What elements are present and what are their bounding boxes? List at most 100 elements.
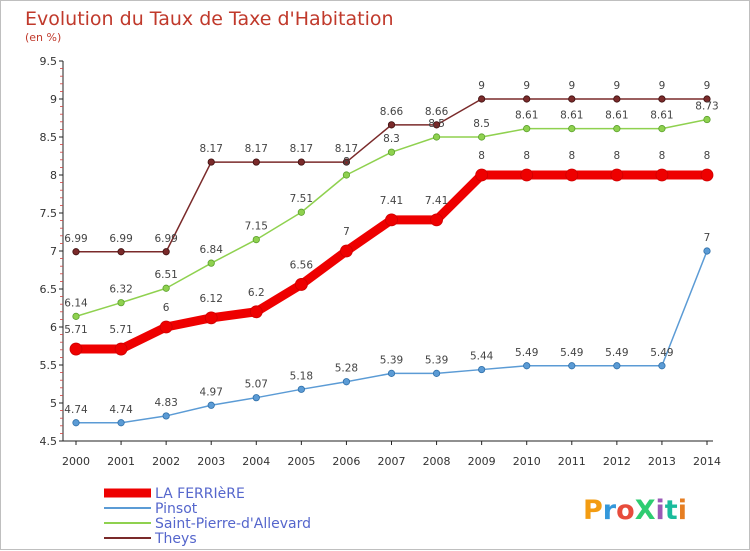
data-point-la-ferri-re (340, 244, 353, 258)
data-label-la-ferri-re: 7 (343, 226, 350, 238)
data-label-theys: 6.99 (109, 233, 132, 245)
logo-letter: i (678, 495, 687, 526)
data-point-theys (478, 95, 486, 103)
data-point-saint-pierre-d-allevard (478, 133, 486, 141)
data-point-la-ferri-re (294, 278, 308, 291)
y-tick-label: 8.5 (40, 131, 58, 144)
data-label-saint-pierre-d-allevard: 6.51 (154, 269, 177, 281)
data-point-pinsot (342, 378, 351, 386)
data-point-theys (523, 95, 531, 103)
data-point-saint-pierre-d-allevard (252, 236, 260, 244)
data-label-pinsot: 5.18 (290, 370, 313, 382)
data-label-theys: 9 (478, 80, 485, 92)
data-label-pinsot: 5.49 (650, 347, 673, 359)
x-tick-label: 2002 (152, 455, 180, 468)
data-point-la-ferri-re (655, 168, 669, 182)
data-label-pinsot: 7 (704, 232, 711, 244)
data-point-saint-pierre-d-allevard (297, 208, 305, 216)
data-label-theys: 6.99 (154, 233, 177, 245)
data-label-theys: 8.17 (200, 143, 223, 155)
data-point-saint-pierre-d-allevard (432, 133, 441, 141)
y-tick-label: 7 (50, 245, 57, 258)
data-point-saint-pierre-d-allevard (162, 284, 170, 292)
data-label-theys: 8.17 (245, 143, 268, 155)
x-tick-label: 2012 (603, 455, 631, 468)
x-tick-label: 2014 (693, 455, 721, 468)
y-tick-label: 7.5 (40, 207, 58, 220)
x-tick-label: 2000 (62, 455, 90, 468)
data-point-la-ferri-re (69, 342, 83, 356)
data-label-theys: 9 (659, 80, 666, 92)
y-tick-label: 5.5 (40, 359, 58, 372)
data-point-pinsot (117, 419, 125, 427)
data-point-pinsot (387, 369, 396, 377)
data-label-saint-pierre-d-allevard: 7.51 (290, 193, 313, 205)
data-point-saint-pierre-d-allevard (72, 312, 80, 320)
data-point-pinsot (162, 412, 170, 420)
legend-label-pinsot: Pinsot (155, 501, 198, 517)
data-label-la-ferri-re: 8 (523, 150, 530, 162)
data-point-la-ferri-re (159, 320, 173, 334)
data-point-pinsot (523, 362, 531, 370)
data-label-pinsot: 5.28 (335, 363, 358, 375)
data-label-saint-pierre-d-allevard: 8 (343, 156, 350, 168)
legend-label-theys: Theys (154, 531, 197, 547)
data-label-la-ferri-re: 6.2 (248, 287, 265, 299)
data-label-la-ferri-re: 6.56 (290, 259, 314, 271)
data-label-saint-pierre-d-allevard: 8.5 (473, 118, 490, 130)
data-point-saint-pierre-d-allevard (523, 125, 531, 133)
data-labels: 6.99 6.99 6.99 8.17 8.17 8.17 8.17 8.66 8.66 9 9 9 9… (64, 80, 718, 416)
x-tick-label: 2004 (242, 455, 270, 468)
data-label-saint-pierre-d-allevard: 6.32 (109, 284, 132, 296)
data-label-saint-pierre-d-allevard: 7.15 (245, 221, 268, 233)
data-label-la-ferri-re: 5.71 (64, 324, 87, 336)
data-point-theys (613, 95, 621, 103)
data-label-theys: 9 (523, 80, 530, 92)
data-point-theys (72, 248, 80, 256)
y-tick-label: 6 (50, 321, 57, 334)
data-point-pinsot (613, 362, 621, 370)
data-label-pinsot: 4.97 (200, 386, 223, 398)
data-point-theys (342, 158, 351, 166)
data-point-pinsot (478, 365, 486, 374)
logo-letter: P (583, 495, 603, 526)
data-point-saint-pierre-d-allevard (703, 115, 711, 124)
data-label-la-ferri-re: 8 (568, 150, 575, 162)
data-point-la-ferri-re (385, 213, 398, 227)
data-point-theys (297, 158, 305, 166)
x-tick-label: 2011 (558, 455, 586, 468)
data-label-pinsot: 5.07 (245, 379, 268, 391)
data-point-la-ferri-re (114, 342, 128, 356)
data-point-saint-pierre-d-allevard (568, 125, 576, 133)
data-label-theys: 9 (568, 80, 575, 92)
x-tick-label: 2013 (648, 455, 676, 468)
data-point-la-ferri-re (610, 168, 624, 182)
data-point-theys (703, 95, 711, 103)
data-label-pinsot: 4.74 (109, 404, 133, 416)
y-tick-label: 5 (50, 397, 57, 410)
data-label-pinsot: 4.83 (154, 397, 177, 409)
data-point-la-ferri-re (520, 168, 534, 182)
data-label-theys: 8.66 (425, 106, 449, 118)
data-point-pinsot (658, 362, 666, 370)
data-label-la-ferri-re: 7.41 (380, 195, 403, 207)
x-tick-label: 2007 (378, 455, 406, 468)
data-label-la-ferri-re: 6.12 (200, 293, 223, 305)
data-label-pinsot: 5.39 (425, 354, 448, 366)
data-label-pinsot: 5.49 (560, 347, 583, 359)
logo-letter: r (603, 495, 617, 526)
data-label-la-ferri-re: 8 (704, 150, 711, 162)
x-tick-label: 2008 (423, 455, 451, 468)
x-tick-label: 2003 (197, 455, 225, 468)
proxiti-logo: ProXiti (583, 495, 687, 526)
data-label-theys: 8.17 (335, 143, 358, 155)
data-point-theys (207, 158, 215, 166)
x-tick-label: 2006 (332, 455, 360, 468)
x-tick-label: 2001 (107, 455, 135, 468)
legend-label-saint-pierre-d-allevard: Saint-Pierre-d'Allevard (155, 516, 311, 532)
data-point-pinsot (252, 394, 260, 402)
data-label-pinsot: 5.49 (605, 347, 628, 359)
data-label-saint-pierre-d-allevard: 8.61 (605, 110, 628, 122)
